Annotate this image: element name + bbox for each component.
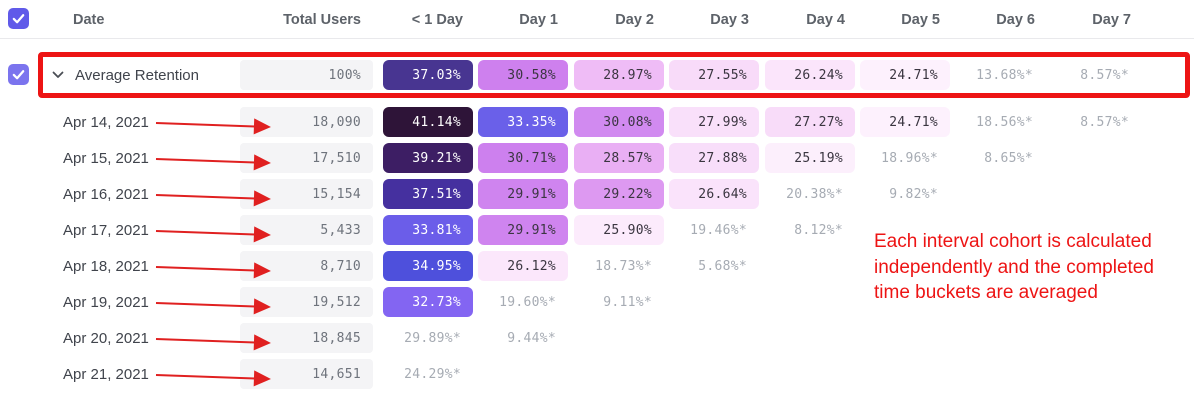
retention-cell[interactable]: 24.71% [860,60,950,90]
retention-cell[interactable]: 9.44%* [507,330,556,346]
cohort-date-label: Apr 15, 2021 [63,150,149,167]
retention-cell[interactable]: 37.03% [383,60,473,90]
retention-cell[interactable]: 19.60%* [499,294,556,310]
retention-cell[interactable]: 29.22% [574,179,664,209]
total-users-cell: 17,510 [240,143,373,173]
retention-cell[interactable]: 26.24% [765,60,855,90]
retention-cell[interactable]: 29.91% [478,179,568,209]
column-header-day-5: Day 5 [901,12,940,28]
retention-cell[interactable]: 28.97% [574,60,664,90]
retention-cell[interactable]: 34.95% [383,251,473,281]
total-users-cell: 18,845 [240,323,373,353]
total-users-cell: 15,154 [240,179,373,209]
average-row-checkbox[interactable] [8,64,29,85]
cohort-date-label: Apr 19, 2021 [63,294,149,311]
column-header-day-7: Day 7 [1092,12,1131,28]
retention-cell[interactable]: 33.35% [478,107,568,137]
retention-cell[interactable]: 30.71% [478,143,568,173]
total-users-cell: 18,090 [240,107,373,137]
retention-cell[interactable]: 25.19% [765,143,855,173]
annotation-note: Each interval cohort is calculated indep… [874,231,1154,303]
average-total-cell: 100% [240,60,373,90]
header-divider [0,38,1194,39]
retention-cell[interactable]: 32.73% [383,287,473,317]
retention-cell[interactable]: 13.68%* [976,67,1033,83]
retention-cell[interactable]: 9.11%* [603,294,652,310]
retention-cell[interactable]: 8.12%* [794,222,843,238]
column-header-day-2: Day 2 [615,12,654,28]
retention-cell[interactable]: 27.27% [765,107,855,137]
column-header-date: Date [73,12,105,28]
checkmark-icon [12,14,25,24]
retention-cell[interactable]: 27.88% [669,143,759,173]
retention-cell[interactable]: 33.81% [383,215,473,245]
column-header-total-users: Total Users [283,12,361,28]
column-header-day-6: Day 6 [996,12,1035,28]
retention-cell[interactable]: 25.90% [574,215,664,245]
retention-cell[interactable]: 27.55% [669,60,759,90]
retention-cell[interactable]: 9.82%* [889,186,938,202]
column-header--1-day: < 1 Day [411,12,463,28]
retention-cell[interactable]: 8.65%* [984,150,1033,166]
retention-cell[interactable]: 8.57%* [1080,114,1129,130]
retention-cell[interactable]: 26.12% [478,251,568,281]
average-retention-label: Average Retention [75,67,199,84]
retention-cell[interactable]: 5.68%* [698,258,747,274]
retention-cell[interactable]: 37.51% [383,179,473,209]
total-users-cell: 8,710 [240,251,373,281]
cohort-date-label: Apr 14, 2021 [63,114,149,131]
total-users-cell: 19,512 [240,287,373,317]
column-header-day-1: Day 1 [519,12,558,28]
retention-cell[interactable]: 20.38%* [786,186,843,202]
retention-cell[interactable]: 41.14% [383,107,473,137]
cohort-date-label: Apr 17, 2021 [63,222,149,239]
retention-cell[interactable]: 28.57% [574,143,664,173]
select-all-checkbox[interactable] [8,8,29,29]
retention-cell[interactable]: 19.46%* [690,222,747,238]
retention-cell[interactable]: 26.64% [669,179,759,209]
total-users-cell: 5,433 [240,215,373,245]
retention-cell[interactable]: 18.56%* [976,114,1033,130]
checkmark-icon [12,70,25,80]
retention-cell[interactable]: 18.73%* [595,258,652,274]
retention-cell[interactable]: 18.96%* [881,150,938,166]
column-header-day-3: Day 3 [710,12,749,28]
retention-cell[interactable]: 8.57%* [1080,67,1129,83]
retention-cell[interactable]: 29.89%* [404,330,461,346]
retention-cell[interactable]: 30.58% [478,60,568,90]
cohort-date-label: Apr 21, 2021 [63,366,149,383]
column-header-day-4: Day 4 [806,12,845,28]
total-users-cell: 14,651 [240,359,373,389]
cohort-date-label: Apr 20, 2021 [63,330,149,347]
retention-cell[interactable]: 39.21% [383,143,473,173]
retention-cell[interactable]: 24.71% [860,107,950,137]
cohort-date-label: Apr 16, 2021 [63,186,149,203]
retention-cell[interactable]: 29.91% [478,215,568,245]
retention-cell[interactable]: 30.08% [574,107,664,137]
chevron-down-icon[interactable] [52,69,64,81]
retention-cell[interactable]: 24.29%* [404,366,461,382]
cohort-date-label: Apr 18, 2021 [63,258,149,275]
retention-cell[interactable]: 27.99% [669,107,759,137]
